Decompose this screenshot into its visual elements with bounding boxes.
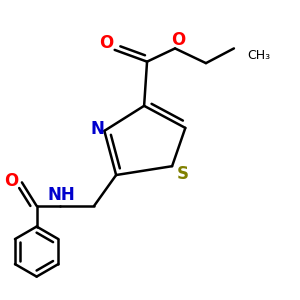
Text: O: O bbox=[99, 34, 113, 52]
Text: S: S bbox=[176, 165, 188, 183]
Text: NH: NH bbox=[48, 186, 76, 204]
Text: CH₃: CH₃ bbox=[248, 49, 271, 62]
Text: O: O bbox=[171, 31, 186, 49]
Text: N: N bbox=[90, 120, 104, 138]
Text: O: O bbox=[4, 172, 19, 190]
